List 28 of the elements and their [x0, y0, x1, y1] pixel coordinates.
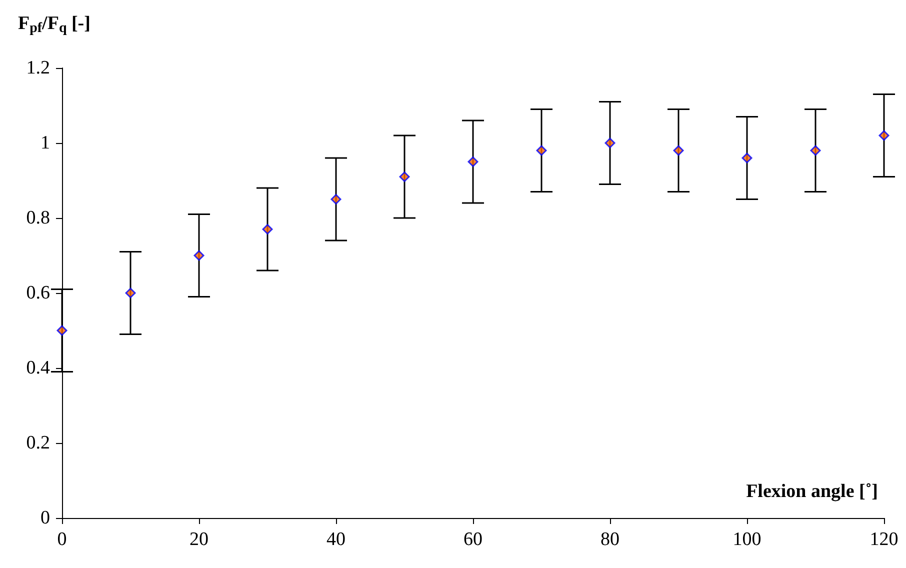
y-tick-label: 1.2	[26, 58, 50, 78]
y-tick-label: 0.2	[26, 432, 50, 454]
point	[330, 194, 342, 204]
point	[810, 145, 821, 156]
y-tick-label: 0.8	[26, 208, 50, 228]
y-tick-label: 1	[40, 132, 50, 154]
point	[56, 325, 68, 336]
point	[604, 138, 616, 148]
x-tick-label: 80	[600, 529, 620, 550]
x-axis-title: Flexion angle [˚]	[746, 481, 878, 502]
point	[468, 156, 478, 167]
point	[194, 250, 204, 261]
x-tick-label: 0	[57, 529, 67, 550]
y-tick-label: 0.6	[26, 282, 50, 304]
x-tick-label: 20	[190, 529, 208, 550]
point	[742, 152, 752, 164]
point	[673, 145, 684, 156]
point	[536, 145, 547, 156]
x-tick-label: 100	[732, 529, 762, 550]
point	[262, 224, 273, 234]
x-tick-label: 120	[870, 529, 898, 550]
point	[125, 288, 136, 298]
y-tick-label: 0.4	[26, 358, 50, 378]
point	[878, 130, 890, 141]
point	[399, 172, 410, 182]
x-tick-label: 60	[464, 529, 482, 550]
y-tick-label: 0	[40, 508, 50, 528]
x-tick-label: 40	[326, 529, 346, 550]
